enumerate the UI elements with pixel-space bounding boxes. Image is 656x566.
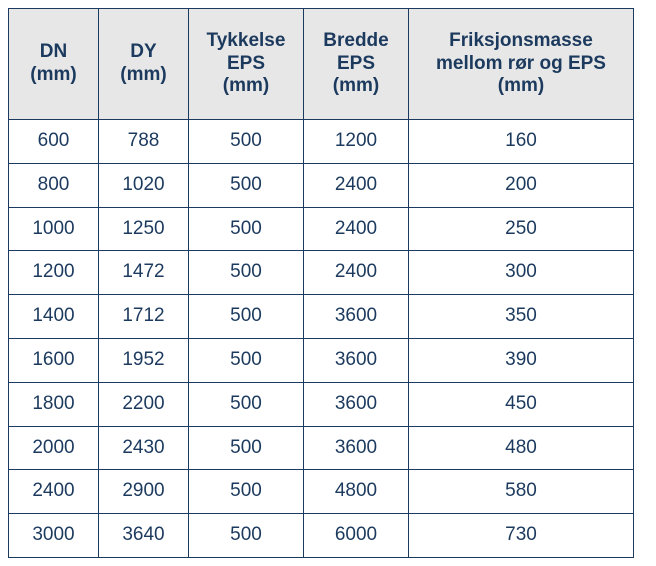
cell-r1-c3: 2400 (304, 163, 409, 207)
cell-r8-c3: 4800 (304, 470, 409, 514)
cell-r1-c2: 500 (189, 163, 304, 207)
cell-r4-c0: 1400 (9, 295, 99, 339)
table-row: 300036405006000730 (9, 514, 634, 558)
cell-r9-c0: 3000 (9, 514, 99, 558)
cell-r2-c3: 2400 (304, 207, 409, 251)
cell-r9-c2: 500 (189, 514, 304, 558)
cell-r2-c0: 1000 (9, 207, 99, 251)
cell-r2-c4: 250 (409, 207, 634, 251)
cell-r3-c2: 500 (189, 251, 304, 295)
cell-r3-c4: 300 (409, 251, 634, 295)
cell-r7-c2: 500 (189, 426, 304, 470)
col-header-3: BreddeEPS(mm) (304, 9, 409, 120)
cell-r7-c4: 480 (409, 426, 634, 470)
data-table: DN(mm)DY(mm)TykkelseEPS(mm)BreddeEPS(mm)… (8, 8, 634, 558)
cell-r6-c0: 1800 (9, 382, 99, 426)
cell-r6-c1: 2200 (99, 382, 189, 426)
cell-r6-c3: 3600 (304, 382, 409, 426)
cell-r9-c4: 730 (409, 514, 634, 558)
cell-r2-c2: 500 (189, 207, 304, 251)
col-header-2: TykkelseEPS(mm) (189, 9, 304, 120)
cell-r5-c1: 1952 (99, 338, 189, 382)
cell-r5-c3: 3600 (304, 338, 409, 382)
cell-r7-c1: 2430 (99, 426, 189, 470)
cell-r8-c1: 2900 (99, 470, 189, 514)
header-row: DN(mm)DY(mm)TykkelseEPS(mm)BreddeEPS(mm)… (9, 9, 634, 120)
table-row: 200024305003600480 (9, 426, 634, 470)
cell-r0-c3: 1200 (304, 120, 409, 164)
cell-r3-c0: 1200 (9, 251, 99, 295)
cell-r5-c2: 500 (189, 338, 304, 382)
col-header-4: Friksjonsmassemellom rør og EPS(mm) (409, 9, 634, 120)
table-row: 180022005003600450 (9, 382, 634, 426)
cell-r6-c4: 450 (409, 382, 634, 426)
table-row: 80010205002400200 (9, 163, 634, 207)
cell-r4-c2: 500 (189, 295, 304, 339)
cell-r1-c1: 1020 (99, 163, 189, 207)
cell-r7-c3: 3600 (304, 426, 409, 470)
cell-r0-c4: 160 (409, 120, 634, 164)
cell-r4-c4: 350 (409, 295, 634, 339)
table-row: 120014725002400300 (9, 251, 634, 295)
table-row: 240029005004800580 (9, 470, 634, 514)
cell-r5-c0: 1600 (9, 338, 99, 382)
table-row: 100012505002400250 (9, 207, 634, 251)
table-body: 6007885001200160800102050024002001000125… (9, 120, 634, 558)
cell-r4-c3: 3600 (304, 295, 409, 339)
cell-r8-c0: 2400 (9, 470, 99, 514)
cell-r0-c2: 500 (189, 120, 304, 164)
cell-r0-c1: 788 (99, 120, 189, 164)
cell-r8-c2: 500 (189, 470, 304, 514)
cell-r3-c3: 2400 (304, 251, 409, 295)
cell-r0-c0: 600 (9, 120, 99, 164)
table-header: DN(mm)DY(mm)TykkelseEPS(mm)BreddeEPS(mm)… (9, 9, 634, 120)
cell-r3-c1: 1472 (99, 251, 189, 295)
cell-r5-c4: 390 (409, 338, 634, 382)
table-row: 140017125003600350 (9, 295, 634, 339)
col-header-1: DY(mm) (99, 9, 189, 120)
cell-r9-c3: 6000 (304, 514, 409, 558)
col-header-0: DN(mm) (9, 9, 99, 120)
cell-r6-c2: 500 (189, 382, 304, 426)
table-row: 160019525003600390 (9, 338, 634, 382)
cell-r4-c1: 1712 (99, 295, 189, 339)
cell-r7-c0: 2000 (9, 426, 99, 470)
table-row: 6007885001200160 (9, 120, 634, 164)
cell-r9-c1: 3640 (99, 514, 189, 558)
cell-r1-c0: 800 (9, 163, 99, 207)
cell-r2-c1: 1250 (99, 207, 189, 251)
cell-r8-c4: 580 (409, 470, 634, 514)
cell-r1-c4: 200 (409, 163, 634, 207)
